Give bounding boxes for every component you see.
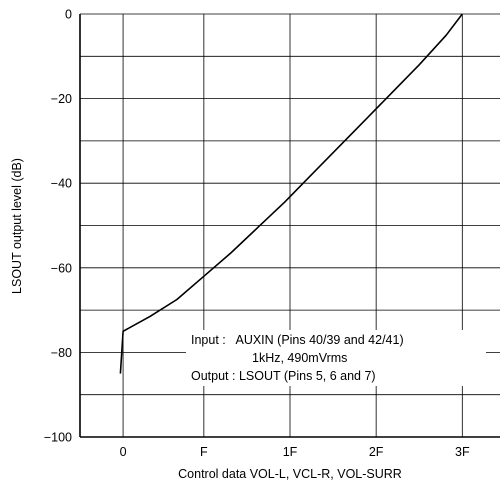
series-line bbox=[119, 13, 463, 374]
annotation-box: Input : AUXIN (Pins 40/39 and 42/41) 1kH… bbox=[186, 330, 486, 386]
plot-area bbox=[79, 13, 500, 438]
y-tick-label: −80 bbox=[51, 346, 72, 360]
annotation-input: Input : AUXIN (Pins 40/39 and 42/41) bbox=[191, 333, 404, 347]
annotation-background bbox=[186, 330, 486, 386]
y-tick-label: −20 bbox=[51, 92, 72, 106]
x-tick-label: F bbox=[200, 445, 208, 459]
annotation-output: Output : LSOUT (Pins 5, 6 and 7) bbox=[191, 369, 376, 383]
y-tick-label: 0 bbox=[65, 8, 72, 22]
y-tick-label: −60 bbox=[51, 261, 72, 275]
y-tick-label: −100 bbox=[44, 431, 72, 445]
y-axis-label: LSOUT output level (dB) bbox=[10, 158, 24, 294]
y-tick-label: −40 bbox=[51, 177, 72, 191]
x-tick-label: 0 bbox=[120, 445, 127, 459]
annotation-signal: 1kHz, 490mVrms bbox=[252, 351, 347, 365]
x-tick-label: 1F bbox=[283, 445, 298, 459]
x-tick-label: 3F bbox=[455, 445, 470, 459]
x-tick-label: 2F bbox=[369, 445, 384, 459]
tick-labels: 0 −20 −40 −60 −80 −100 0 F 1F 2F 3F bbox=[44, 8, 470, 460]
x-axis-label: Control data VOL-L, VCL-R, VOL-SURR bbox=[178, 467, 402, 481]
